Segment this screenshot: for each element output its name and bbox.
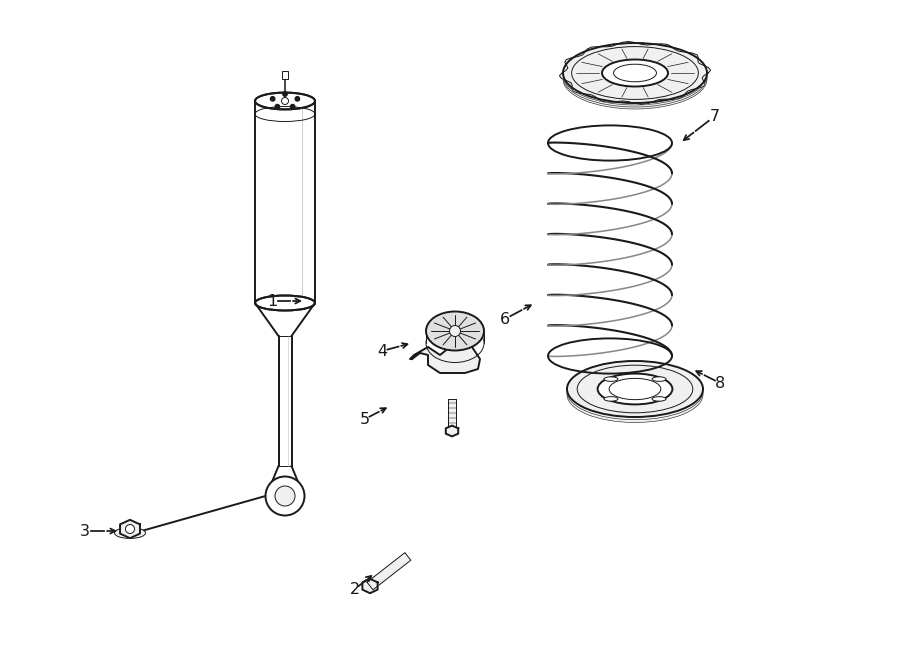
Ellipse shape xyxy=(602,59,668,87)
Circle shape xyxy=(283,92,287,97)
Circle shape xyxy=(125,524,134,533)
Polygon shape xyxy=(255,303,315,336)
Circle shape xyxy=(270,97,274,101)
Polygon shape xyxy=(363,579,378,593)
Ellipse shape xyxy=(567,361,703,417)
Ellipse shape xyxy=(563,45,707,105)
Ellipse shape xyxy=(426,311,484,350)
Circle shape xyxy=(449,325,461,336)
Circle shape xyxy=(275,104,280,109)
Ellipse shape xyxy=(563,43,707,103)
Bar xyxy=(448,399,455,427)
Circle shape xyxy=(291,104,295,109)
Polygon shape xyxy=(410,343,480,373)
Bar xyxy=(282,71,288,79)
Circle shape xyxy=(295,97,300,101)
Bar xyxy=(278,336,292,466)
Ellipse shape xyxy=(563,43,707,103)
Circle shape xyxy=(275,486,295,506)
Text: 8: 8 xyxy=(715,375,725,391)
Ellipse shape xyxy=(563,47,707,107)
Ellipse shape xyxy=(114,527,146,539)
Ellipse shape xyxy=(255,295,315,311)
Ellipse shape xyxy=(255,93,315,110)
Text: 7: 7 xyxy=(710,108,720,124)
Ellipse shape xyxy=(652,397,666,401)
Text: 5: 5 xyxy=(360,412,370,426)
Text: 2: 2 xyxy=(350,582,360,596)
Ellipse shape xyxy=(563,49,707,109)
Polygon shape xyxy=(255,106,315,301)
Text: 6: 6 xyxy=(500,311,510,327)
Circle shape xyxy=(282,98,289,104)
Ellipse shape xyxy=(567,366,703,422)
Text: 1: 1 xyxy=(267,293,277,309)
Ellipse shape xyxy=(604,377,618,381)
Ellipse shape xyxy=(567,364,703,420)
Text: 4: 4 xyxy=(377,344,387,358)
Ellipse shape xyxy=(598,373,672,405)
Polygon shape xyxy=(120,520,140,538)
Ellipse shape xyxy=(604,397,618,401)
Text: 3: 3 xyxy=(80,524,90,539)
Ellipse shape xyxy=(567,361,703,417)
Polygon shape xyxy=(560,42,711,104)
Ellipse shape xyxy=(652,377,666,381)
Polygon shape xyxy=(367,553,410,590)
Circle shape xyxy=(266,477,304,516)
Polygon shape xyxy=(446,426,458,436)
